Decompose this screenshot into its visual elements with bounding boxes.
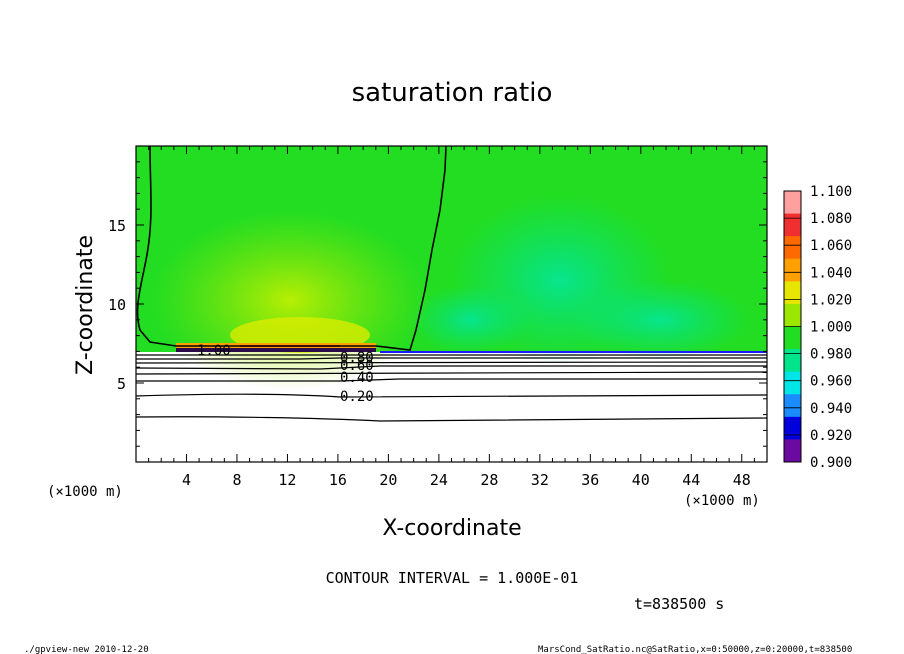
x-tick-label: 48 (733, 471, 751, 489)
subsat-dark-layer (176, 348, 376, 352)
colorbar-swatch (784, 303, 801, 327)
x-tick-label: 20 (379, 471, 397, 489)
colorbar: 1.100 1.080 1.060 1.040 1.020 1.000 0.980 0.960… (783, 184, 852, 471)
contour-1.00 (136, 146, 447, 351)
contour-lines (136, 354, 767, 422)
colorbar-swatch (784, 349, 801, 373)
colorbar-swatch (784, 394, 801, 418)
colorbar-label: 1.060 (810, 238, 852, 254)
colorbar-label: 0.980 (810, 347, 852, 363)
x-tick-label: 24 (430, 471, 448, 489)
footer-left: ./gpview-new 2010-12-20 (24, 645, 149, 654)
x-axis-label: X-coordinate (382, 516, 521, 541)
colorbar-swatch (784, 371, 801, 395)
y-axis-label: Z-coordinate (73, 235, 98, 375)
colorbar-label: 1.040 (810, 265, 852, 281)
colorbar-swatch (784, 326, 801, 350)
cyan-blob-3 (410, 285, 530, 355)
x-tick-label: 16 (329, 471, 347, 489)
x-axis-ticks: 4 8 12 16 20 24 28 32 36 40 44 48 (148, 146, 755, 489)
contour-label-0.80: 0.80 (340, 350, 374, 366)
colorbar-swatch (784, 416, 801, 440)
x-unit-right: (×1000 m) (684, 493, 760, 509)
time-text: t=838500 s (634, 595, 724, 613)
contour-label-0.60: 0.60 (340, 358, 374, 374)
x-tick-label: 28 (480, 471, 498, 489)
colorbar-swatch (784, 281, 801, 305)
plot-area: 1.00 0.80 0.60 0.40 0.20 (136, 146, 767, 462)
y-tick-label: 15 (108, 217, 126, 235)
colorbar-swatch (784, 439, 801, 463)
x-unit-left: (×1000 m) (47, 484, 123, 500)
colorbar-label: 0.900 (810, 455, 852, 471)
colorbar-swatch (784, 236, 801, 260)
chart-title: saturation ratio (352, 78, 553, 108)
contour-label-0.40: 0.40 (340, 370, 374, 386)
x-tick-label: 4 (182, 471, 191, 489)
colorbar-label: 0.960 (810, 374, 852, 390)
colorbar-label: 1.000 (810, 320, 852, 336)
contour-label-0.20: 0.20 (340, 389, 374, 405)
colorbar-label: 1.080 (810, 211, 852, 227)
contour-interval-text: CONTOUR INTERVAL = 1.000E-01 (326, 569, 579, 587)
cyan-blob-2 (570, 280, 750, 360)
y-tick-label: 10 (108, 296, 126, 314)
colorbar-swatch (784, 258, 801, 282)
x-tick-label: 32 (531, 471, 549, 489)
y-tick-label: 5 (117, 375, 126, 393)
colorbar-swatch (784, 191, 801, 215)
colorbar-swatch (784, 213, 801, 237)
x-tick-label: 40 (632, 471, 650, 489)
x-tick-label: 12 (278, 471, 296, 489)
footer-right: MarsCond_SatRatio.nc@SatRatio,x=0:50000,… (538, 645, 852, 654)
colorbar-label: 1.100 (810, 184, 852, 200)
x-tick-label: 36 (581, 471, 599, 489)
colorbar-label: 0.940 (810, 401, 852, 417)
x-tick-label: 44 (682, 471, 700, 489)
x-tick-label: 8 (232, 471, 241, 489)
contour-label-1.00: 1.00 (197, 343, 231, 359)
y-axis-ticks: 5 10 15 (108, 161, 767, 447)
colorbar-label: 0.920 (810, 428, 852, 444)
colorbar-label: 1.020 (810, 292, 852, 308)
